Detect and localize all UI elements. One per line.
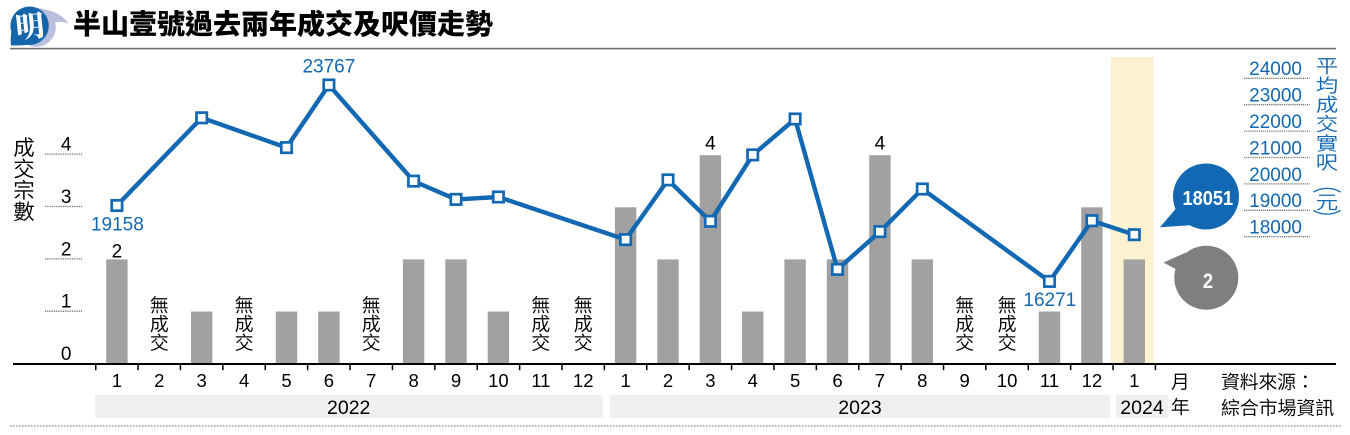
svg-text:5: 5 <box>281 370 291 391</box>
svg-text:21000: 21000 <box>1249 138 1302 159</box>
svg-text:12: 12 <box>1082 370 1103 391</box>
svg-text:5: 5 <box>790 370 800 391</box>
svg-text:22000: 22000 <box>1249 112 1302 133</box>
svg-text:23767: 23767 <box>302 57 355 78</box>
svg-text:8: 8 <box>408 370 418 391</box>
svg-text:2022: 2022 <box>327 397 370 419</box>
svg-text:4: 4 <box>61 135 72 156</box>
svg-text:4: 4 <box>748 370 758 391</box>
svg-text:1: 1 <box>620 370 630 391</box>
svg-text:7: 7 <box>366 370 376 391</box>
svg-text:11: 11 <box>1040 370 1059 391</box>
svg-text:19158: 19158 <box>91 215 144 236</box>
svg-text:18051: 18051 <box>1183 187 1234 210</box>
svg-text:0: 0 <box>61 344 72 365</box>
svg-text:11: 11 <box>531 370 550 391</box>
svg-text:3: 3 <box>197 370 207 391</box>
svg-text:2: 2 <box>61 239 72 260</box>
svg-text:4: 4 <box>239 370 249 391</box>
svg-text:8: 8 <box>917 370 927 391</box>
svg-text:24000: 24000 <box>1249 59 1302 80</box>
svg-text:2: 2 <box>112 242 123 263</box>
svg-text:6: 6 <box>832 370 842 391</box>
svg-text:10: 10 <box>488 370 509 391</box>
svg-text:1: 1 <box>61 292 72 313</box>
svg-text:16271: 16271 <box>1023 290 1076 311</box>
svg-text:20000: 20000 <box>1249 165 1302 186</box>
svg-text:9: 9 <box>960 370 970 391</box>
svg-text:18000: 18000 <box>1249 218 1302 239</box>
svg-text:3: 3 <box>705 370 715 391</box>
svg-text:12: 12 <box>573 370 594 391</box>
svg-text:1: 1 <box>112 370 122 391</box>
svg-text:4: 4 <box>875 133 886 154</box>
svg-text:1: 1 <box>1129 370 1139 391</box>
svg-text:7: 7 <box>875 370 885 391</box>
svg-text:10: 10 <box>997 370 1018 391</box>
svg-text:3: 3 <box>61 187 72 208</box>
svg-text:4: 4 <box>705 133 716 154</box>
svg-text:6: 6 <box>324 370 334 391</box>
svg-text:2023: 2023 <box>838 397 881 419</box>
svg-text:9: 9 <box>451 370 461 391</box>
svg-text:2024: 2024 <box>1120 397 1164 419</box>
svg-text:2: 2 <box>663 370 673 391</box>
svg-text:19000: 19000 <box>1249 191 1302 212</box>
svg-text:2: 2 <box>1203 270 1213 293</box>
svg-text:2: 2 <box>154 370 164 391</box>
svg-text:23000: 23000 <box>1249 86 1302 107</box>
